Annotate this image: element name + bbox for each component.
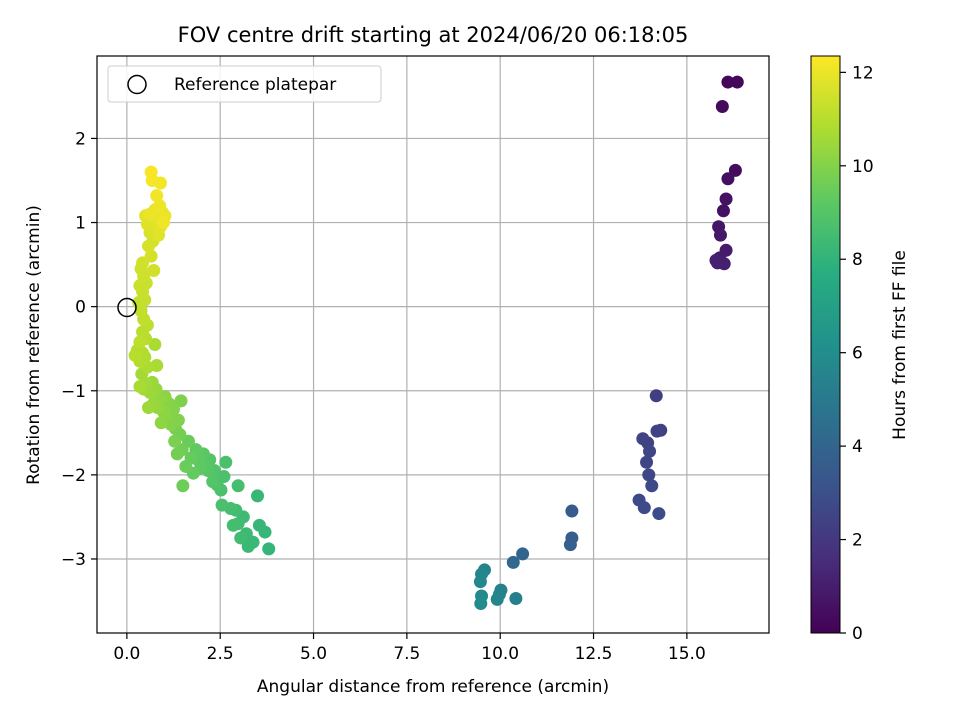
data-points bbox=[128, 75, 744, 611]
scatter-point bbox=[231, 479, 245, 493]
scatter-point bbox=[133, 335, 147, 349]
scatter-point bbox=[650, 424, 664, 438]
scatter-point bbox=[148, 338, 162, 351]
scatter-point bbox=[730, 75, 744, 89]
colorbar-tick-label: 6 bbox=[852, 344, 863, 364]
scatter-point bbox=[143, 207, 157, 221]
chart-title: FOV centre drift starting at 2024/06/20 … bbox=[178, 23, 689, 47]
scatter-point bbox=[509, 592, 523, 606]
y-tick-label: −2 bbox=[61, 466, 86, 486]
scatter-point bbox=[710, 256, 724, 270]
scatter-point bbox=[728, 163, 742, 177]
colorbar-tick-label: 8 bbox=[852, 250, 863, 270]
x-tick-label: 7.5 bbox=[393, 644, 420, 664]
x-axis-ticks: 0.0 2.5 5.0 7.5 10.0 12.5 15.0 bbox=[113, 633, 706, 664]
plot-frame bbox=[96, 55, 770, 634]
y-axis-ticks: −3 −2 −1 0 1 2 bbox=[61, 129, 97, 570]
scatter-point bbox=[565, 504, 579, 518]
scatter-point bbox=[721, 172, 735, 186]
scatter-point bbox=[217, 470, 231, 484]
x-tick-label: 12.5 bbox=[575, 644, 613, 664]
x-tick-label: 15.0 bbox=[668, 644, 706, 664]
scatter-point bbox=[128, 348, 142, 362]
colorbar-tick-label: 10 bbox=[852, 157, 874, 177]
colorbar-tick-label: 12 bbox=[852, 63, 874, 83]
scatter-point bbox=[490, 592, 504, 606]
scatter-point bbox=[506, 555, 520, 569]
grid-lines bbox=[97, 56, 769, 633]
scatter-point bbox=[642, 468, 656, 482]
scatter-point bbox=[474, 597, 488, 611]
scatter-point bbox=[251, 489, 265, 503]
scatter-point bbox=[262, 542, 276, 556]
colorbar-ticks: 0 2 4 6 8 10 12 bbox=[840, 63, 874, 644]
legend-reference-marker bbox=[127, 74, 147, 95]
scatter-point bbox=[516, 547, 530, 561]
scatter-point bbox=[713, 228, 727, 242]
y-tick-label: 2 bbox=[75, 129, 86, 149]
y-tick-label: −3 bbox=[61, 550, 86, 570]
scatter-point bbox=[652, 507, 666, 521]
x-tick-label: 2.5 bbox=[207, 644, 234, 664]
scatter-point bbox=[219, 455, 233, 469]
scatter-point bbox=[153, 199, 167, 213]
scatter-point bbox=[473, 575, 487, 589]
colorbar bbox=[810, 55, 841, 634]
scatter-point bbox=[144, 165, 158, 179]
scatter-point bbox=[147, 263, 161, 277]
x-tick-label: 5.0 bbox=[300, 644, 327, 664]
scatter-point bbox=[170, 447, 184, 461]
scatter-point bbox=[241, 539, 255, 553]
x-tick-label: 10.0 bbox=[481, 644, 519, 664]
scatter-point bbox=[715, 99, 729, 113]
scatter-point bbox=[645, 479, 659, 493]
scatter-point bbox=[643, 444, 657, 458]
scatter-point bbox=[719, 192, 733, 206]
scatter-point bbox=[226, 518, 240, 532]
y-tick-label: 1 bbox=[75, 214, 86, 234]
scatter-point bbox=[637, 501, 651, 515]
scatter-point bbox=[142, 401, 156, 415]
scatter-point bbox=[234, 531, 248, 545]
scatter-point bbox=[215, 498, 229, 512]
reference-platepar-marker bbox=[117, 297, 137, 318]
legend-box bbox=[107, 65, 382, 103]
colorbar-tick-label: 2 bbox=[852, 531, 863, 551]
scatter-point bbox=[156, 216, 170, 230]
colorbar-tick-label: 0 bbox=[852, 624, 863, 644]
y-tick-label: 0 bbox=[75, 298, 86, 318]
scatter-point bbox=[176, 479, 190, 493]
colorbar-tick-label: 4 bbox=[852, 437, 863, 457]
scatter-point bbox=[640, 455, 654, 469]
x-axis-label: Angular distance from reference (arcmin) bbox=[257, 677, 609, 697]
scatter-point bbox=[206, 475, 220, 489]
legend-entry-reference-platepar: Reference platepar bbox=[174, 75, 336, 95]
scatter-point bbox=[150, 189, 164, 203]
scatter-point bbox=[721, 75, 735, 89]
scatter-point bbox=[649, 389, 663, 403]
scatter-point bbox=[179, 459, 193, 473]
colorbar-label: Hours from first FF file bbox=[890, 250, 910, 440]
scatter-point bbox=[133, 380, 147, 394]
scatter-point bbox=[168, 434, 182, 448]
scatter-point bbox=[144, 249, 158, 263]
scatter-point bbox=[563, 538, 577, 552]
y-axis-label: Rotation from reference (arcmin) bbox=[24, 205, 44, 485]
scatter-point bbox=[716, 204, 730, 218]
x-tick-label: 0.0 bbox=[113, 644, 140, 664]
legend: Reference platepar bbox=[107, 65, 382, 103]
y-tick-label: −1 bbox=[61, 382, 86, 402]
scatter-point bbox=[154, 416, 168, 430]
scatter-point bbox=[174, 394, 188, 408]
scatter-point bbox=[252, 518, 266, 532]
